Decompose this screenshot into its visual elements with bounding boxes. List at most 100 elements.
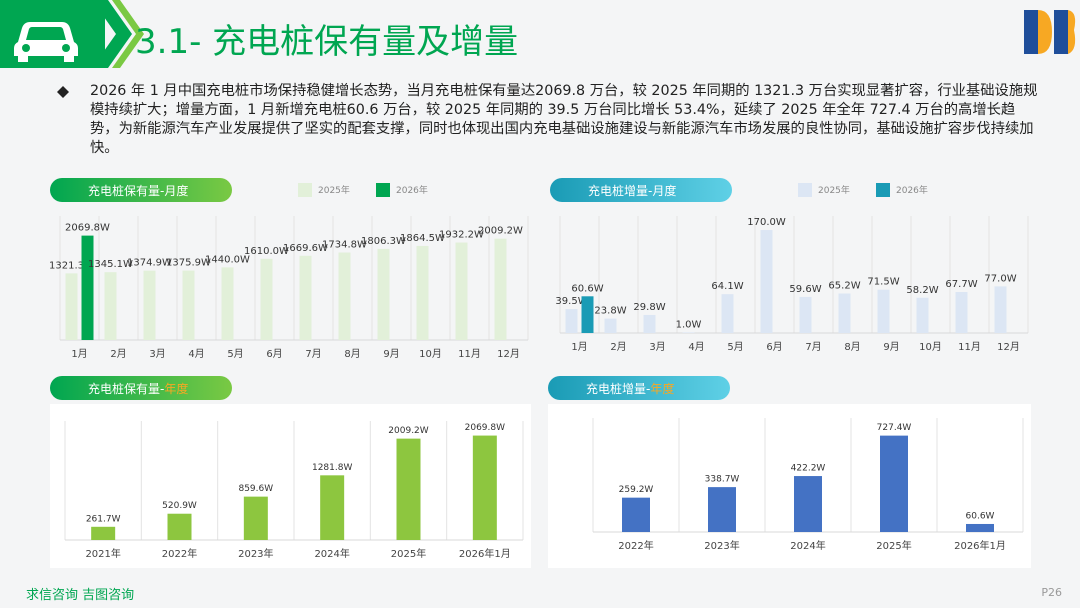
x-tick-label: 2022年	[618, 539, 653, 552]
summary-text: 2026 年 1 月中国充电桩市场保持稳健增长态势，当月充电桩保有量达2069.…	[90, 83, 1038, 156]
legend-swatch	[298, 183, 312, 197]
x-tick-label: 7月	[805, 341, 821, 353]
chart: 充电桩增量-年度 2022年 259.2W 2023年 338.7W 2024年 422.2…	[548, 376, 1031, 568]
chart-title-highlight: 年度	[650, 381, 674, 396]
value-label: 64.1W	[711, 281, 743, 292]
title-pill	[50, 178, 232, 202]
value-label: 2009.2W	[478, 226, 523, 237]
chart: 充电桩增量-月度 1月 39.5W 60.6W 2月 23.8W 3月 29.8W 4月 1.0W…	[550, 178, 1029, 353]
bar	[416, 245, 429, 340]
bar	[721, 294, 734, 333]
chart-title: 充电桩保有量-月度	[88, 183, 188, 198]
header-block	[0, 0, 105, 68]
x-tick-label: 2024年	[790, 539, 825, 552]
x-tick-label: 2025年	[876, 539, 911, 552]
x-tick-label: 12月	[497, 348, 520, 360]
value-label: 67.7W	[945, 279, 977, 290]
chart-title: 充电桩增量-年度	[586, 381, 674, 396]
bar	[260, 258, 273, 340]
bar	[643, 314, 656, 333]
x-tick-label: 3月	[149, 348, 165, 360]
value-label: 71.5W	[867, 277, 899, 288]
bar	[955, 292, 968, 333]
x-tick-label: 2023年	[238, 547, 273, 560]
legend-label: 2026年	[396, 184, 428, 196]
value-label: 1375.9W	[166, 258, 211, 269]
x-tick-label: 4月	[688, 341, 704, 353]
x-tick-label: 5月	[227, 348, 243, 360]
value-label: 2009.2W	[388, 426, 428, 436]
chart-title-main: 充电桩增量-月度	[588, 183, 676, 198]
legend-swatch	[876, 183, 890, 197]
value-label: 59.6W	[789, 284, 821, 295]
x-tick-label: 2月	[610, 341, 626, 353]
x-tick-label: 9月	[883, 341, 899, 353]
legend-swatch	[798, 183, 812, 197]
header-stripe	[92, 0, 132, 68]
value-label: 23.8W	[594, 306, 626, 317]
value-label: 29.8W	[633, 302, 665, 313]
value-label: 727.4W	[877, 423, 912, 433]
title-pill	[548, 376, 730, 400]
value-label: 170.0W	[747, 217, 786, 228]
value-label: 60.6W	[966, 511, 995, 521]
value-label: 1321.3W	[49, 260, 94, 271]
value-label: 1374.9W	[127, 258, 172, 269]
title-pill	[550, 178, 732, 202]
x-tick-label: 2月	[110, 348, 126, 360]
bar	[396, 438, 421, 540]
x-tick-label: 1月	[571, 341, 587, 353]
value-label: 338.7W	[705, 475, 740, 485]
legend-label: 2025年	[318, 184, 350, 196]
x-tick-label: 2023年	[704, 539, 739, 552]
header-graphics	[0, 0, 1076, 68]
bar	[682, 332, 695, 333]
bar	[299, 255, 312, 340]
chart-title: 充电桩增量-月度	[588, 183, 676, 198]
plot-box	[548, 404, 1031, 568]
chart-title-main: 充电桩保有量-月度	[88, 183, 188, 198]
value-label: 1932.2W	[439, 230, 484, 241]
chart: 充电桩保有量-年度 2021年 261.7W 2022年 520.9W 2023年 859.…	[50, 376, 531, 568]
value-label: 77.0W	[984, 273, 1016, 284]
value-label: 1734.8W	[322, 240, 367, 251]
bar	[455, 242, 468, 340]
x-tick-label: 2021年	[85, 547, 120, 560]
x-tick-label: 7月	[305, 348, 321, 360]
bar	[338, 252, 351, 340]
bar	[143, 270, 156, 340]
plot-box	[50, 404, 531, 568]
legend-label: 2026年	[896, 184, 928, 196]
bar	[91, 526, 116, 540]
bar	[794, 476, 822, 532]
bar	[104, 272, 117, 340]
bar	[604, 318, 617, 333]
bar	[994, 286, 1007, 333]
chart-title-main: 充电桩保有量-	[88, 381, 164, 396]
bar	[760, 230, 773, 333]
bar	[221, 267, 234, 340]
x-tick-label: 5月	[727, 341, 743, 353]
bar	[65, 273, 78, 340]
x-tick-label: 6月	[766, 341, 782, 353]
title-pill	[50, 376, 232, 400]
bar	[167, 513, 192, 540]
chart: 充电桩保有量-月度 1月 1321.3W 2069.8W 2月 1345.1W 3月 1374…	[49, 178, 529, 360]
value-label: 1806.3W	[361, 236, 406, 247]
bar	[581, 296, 594, 333]
value-label: 859.6W	[238, 484, 273, 494]
bar	[320, 475, 345, 540]
x-tick-label: 2026年1月	[954, 539, 1006, 552]
x-tick-label: 8月	[844, 341, 860, 353]
value-label: 422.2W	[791, 464, 826, 474]
x-tick-label: 9月	[383, 348, 399, 360]
bar	[966, 523, 994, 532]
footer: 求信咨询 吉图咨询	[26, 588, 135, 603]
x-tick-label: 3月	[649, 341, 665, 353]
legend-swatch	[376, 183, 390, 197]
bar	[880, 435, 908, 532]
value-label: 259.2W	[619, 485, 654, 495]
x-tick-label: 11月	[458, 348, 481, 360]
bar	[243, 496, 268, 540]
